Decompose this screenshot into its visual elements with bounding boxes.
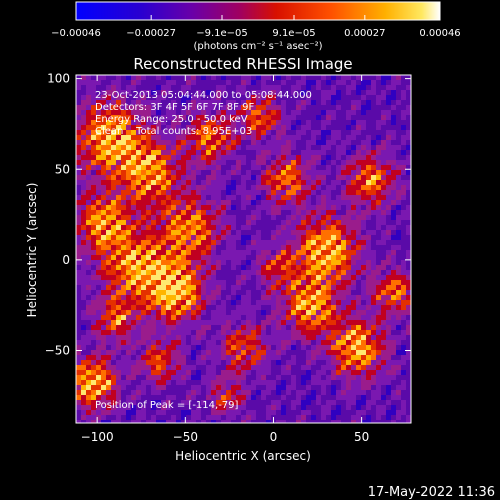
colorbar-unit-label: (photons cm⁻² s⁻¹ asec⁻²): [193, 41, 322, 52]
x-tick-label: −50: [173, 430, 198, 444]
y-tick-label: 0: [62, 253, 70, 267]
timestamp: 17-May-2022 11:36: [368, 485, 495, 500]
colorbar-tick-label: −0.00046: [51, 28, 101, 39]
x-tick-label: −100: [81, 430, 114, 444]
annotation-time: 23-Oct-2013 05:04:44.000 to 05:08:44.000: [95, 90, 312, 101]
y-tick-label: 100: [47, 72, 70, 86]
colorbar-tick-label: −9.1e−05: [196, 28, 248, 39]
colorbar: [75, 1, 441, 21]
colorbar-tick-label: 9.1e−05: [272, 28, 315, 39]
y-tick-label: 50: [55, 162, 70, 176]
y-tick-label: −50: [45, 344, 70, 358]
colorbar-tick-label: 0.00027: [344, 28, 385, 39]
x-axis-label: Heliocentric X (arcsec): [175, 449, 311, 463]
axis-ticks: −100 −50 0 50 −50 0 50 100: [45, 72, 411, 444]
annotation-energy: Energy Range: 25.0 - 50.0 keV: [95, 114, 248, 125]
x-tick-label: 50: [354, 430, 369, 444]
colorbar-tick-label: 0.00046: [419, 28, 460, 39]
peak-position-label: Position of Peak = [-114,-79]: [95, 400, 239, 411]
annotation-detectors: Detectors: 3F 4F 5F 6F 7F 8F 9F: [95, 102, 254, 113]
colorbar-ticks: −0.00046 −0.00027 −9.1e−05 9.1e−05 0.00027 0.…: [51, 15, 461, 39]
y-axis-label: Heliocentric Y (arcsec): [25, 183, 39, 318]
heatmap-image: [76, 75, 411, 423]
annotation-block: 23-Oct-2013 05:04:44.000 to 05:08:44.000…: [95, 90, 312, 137]
x-tick-label: 0: [270, 430, 278, 444]
chart-title: Reconstructed RHESSI Image: [133, 55, 352, 73]
colorbar-tick-label: −0.00027: [126, 28, 176, 39]
annotation-counts: Clean Total counts: 8.95E+03: [95, 126, 252, 137]
plot-frame: [75, 74, 412, 424]
